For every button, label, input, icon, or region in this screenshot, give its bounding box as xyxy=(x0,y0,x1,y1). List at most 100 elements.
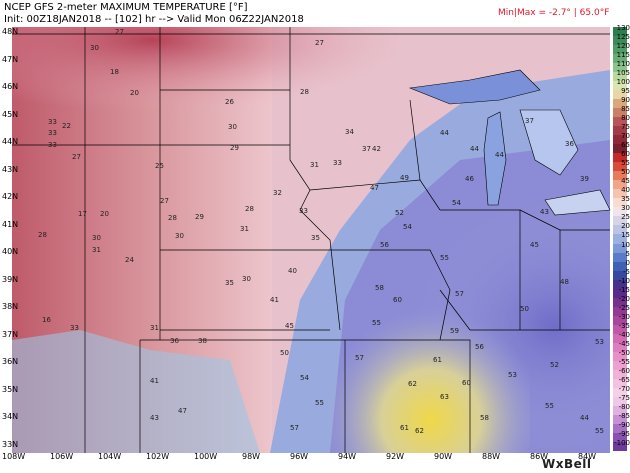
colorbar-swatch xyxy=(613,432,627,443)
colorbar-swatch xyxy=(613,423,627,434)
colorbar-label: 125 xyxy=(616,33,630,42)
temperature-value: 16 xyxy=(42,316,51,324)
colorbar-label: -45 xyxy=(618,339,630,348)
temperature-value: 31 xyxy=(310,161,319,169)
temperature-value: 50 xyxy=(280,349,289,357)
temperature-value: 35 xyxy=(225,279,234,287)
colorbar-swatch xyxy=(613,135,627,145)
temperature-value: 31 xyxy=(150,324,159,332)
lon-label: 92W xyxy=(386,452,405,461)
temperature-value: 27 xyxy=(160,197,169,205)
colorbar-swatch xyxy=(613,297,627,308)
temperature-value: 34 xyxy=(345,128,354,136)
colorbar-label: 35 xyxy=(621,195,630,204)
colorbar-label: -55 xyxy=(618,357,630,366)
colorbar-label: -35 xyxy=(618,321,630,330)
colorbar-swatch xyxy=(613,261,627,272)
header: NCEP GFS 2-meter MAXIMUM TEMPERATURE [°F… xyxy=(0,0,630,27)
colorbar-swatch xyxy=(613,369,627,380)
temperature-value: 33 xyxy=(299,207,308,215)
colorbar-label: -60 xyxy=(618,366,630,375)
north-red-field xyxy=(12,27,482,157)
colorbar-label: 30 xyxy=(621,204,630,213)
temperature-value: 54 xyxy=(452,199,461,207)
colorbar-label: 5 xyxy=(625,249,630,258)
lat-label: 46N xyxy=(2,82,19,91)
colorbar-swatch xyxy=(613,288,627,299)
colorbar-label: -95 xyxy=(618,429,630,438)
colorbar-label: -85 xyxy=(618,411,630,420)
temperature-value: 27 xyxy=(315,39,324,47)
temperature-value: 61 xyxy=(400,424,409,432)
temperature-value: 40 xyxy=(288,267,297,275)
temperature-value: 44 xyxy=(440,129,449,137)
lon-label: 96W xyxy=(290,452,309,461)
temperature-value: 41 xyxy=(270,296,279,304)
temperature-value: 20 xyxy=(100,210,109,218)
lat-label: 44N xyxy=(2,137,19,146)
lon-label: 94W xyxy=(338,452,357,461)
temperature-value: 20 xyxy=(130,89,139,97)
colorbar-swatch xyxy=(613,405,627,416)
temperature-value: 30 xyxy=(228,123,237,131)
temperature-value: 48 xyxy=(560,278,569,286)
colorbar-swatch xyxy=(613,351,627,362)
data-numbers: 27 30 18 20 22 27 33 33 33 17 20 28 30 31 24 33 16 25 27 28… xyxy=(38,28,604,435)
lake-michigan xyxy=(483,111,507,206)
lat-label: 48N xyxy=(2,27,19,36)
min-max-label: Min|Max = -2.7° | 65.0°F xyxy=(498,8,610,18)
lat-label: 36N xyxy=(2,357,19,366)
temperature-value: 22 xyxy=(62,122,71,130)
temperature-value: 37 xyxy=(525,117,534,125)
colorbar-label: -40 xyxy=(618,330,630,339)
temperature-value: 17 xyxy=(78,210,87,218)
colorbar-swatch xyxy=(613,99,627,109)
lat-label: 39N xyxy=(2,274,19,284)
lat-label: 35N xyxy=(2,384,19,394)
colorbar-swatch xyxy=(613,216,627,226)
colorbar-label: 45 xyxy=(621,177,630,186)
colorbar-label: -10 xyxy=(618,276,630,285)
colorbar-swatch xyxy=(613,243,627,254)
lon-label: 104W xyxy=(98,452,122,461)
temperature-value: 44 xyxy=(580,414,589,422)
temperature-value: 41 xyxy=(150,377,159,385)
lake-superior xyxy=(408,69,541,105)
temperature-value: 44 xyxy=(470,145,479,153)
colorbar-swatch xyxy=(613,198,627,208)
lon-label: 86W xyxy=(530,452,549,461)
colorbar-swatch xyxy=(613,153,627,163)
colorbar-label: 100 xyxy=(616,78,630,87)
colorbar-label: -65 xyxy=(618,375,630,384)
colorbar-label: 0 xyxy=(625,258,630,267)
temperature-value: 47 xyxy=(370,184,379,192)
colorbar-label: -25 xyxy=(618,303,630,312)
colorbar-swatch xyxy=(613,171,627,181)
temperature-value: 43 xyxy=(540,208,549,216)
colorbar-swatch xyxy=(613,306,627,317)
lon-label: 108W xyxy=(2,452,26,461)
colorbar-label: 115 xyxy=(616,51,630,60)
warm-yellow-core xyxy=(310,230,530,453)
colorbar-label: -50 xyxy=(618,348,630,357)
temperature-value: 56 xyxy=(475,343,484,351)
temperature-value: 53 xyxy=(508,371,517,379)
colorbar-label: 55 xyxy=(621,159,630,168)
temperature-value: 33 xyxy=(48,118,57,126)
temperature-value: 55 xyxy=(440,254,449,262)
lat-label: 40N xyxy=(2,247,19,256)
temperature-value: 30 xyxy=(92,234,101,242)
colorbar-label: 95 xyxy=(621,87,630,96)
temperature-value: 46 xyxy=(465,175,474,183)
lon-label: 90W xyxy=(434,452,453,461)
colorbar-label: 50 xyxy=(621,168,630,177)
temperature-value: 55 xyxy=(545,402,554,410)
temperature-value: 60 xyxy=(462,379,471,387)
temperature-value: 18 xyxy=(110,68,119,76)
colorbar-label: 60 xyxy=(621,150,630,159)
colorbar-swatch xyxy=(613,252,627,263)
init-line: Init: 00Z18JAN2018 -- [102] hr --> Valid… xyxy=(4,14,304,25)
lat-label: 38N xyxy=(2,302,19,311)
temperature-value: 59 xyxy=(450,327,459,335)
colorbar-label: -70 xyxy=(618,384,630,393)
